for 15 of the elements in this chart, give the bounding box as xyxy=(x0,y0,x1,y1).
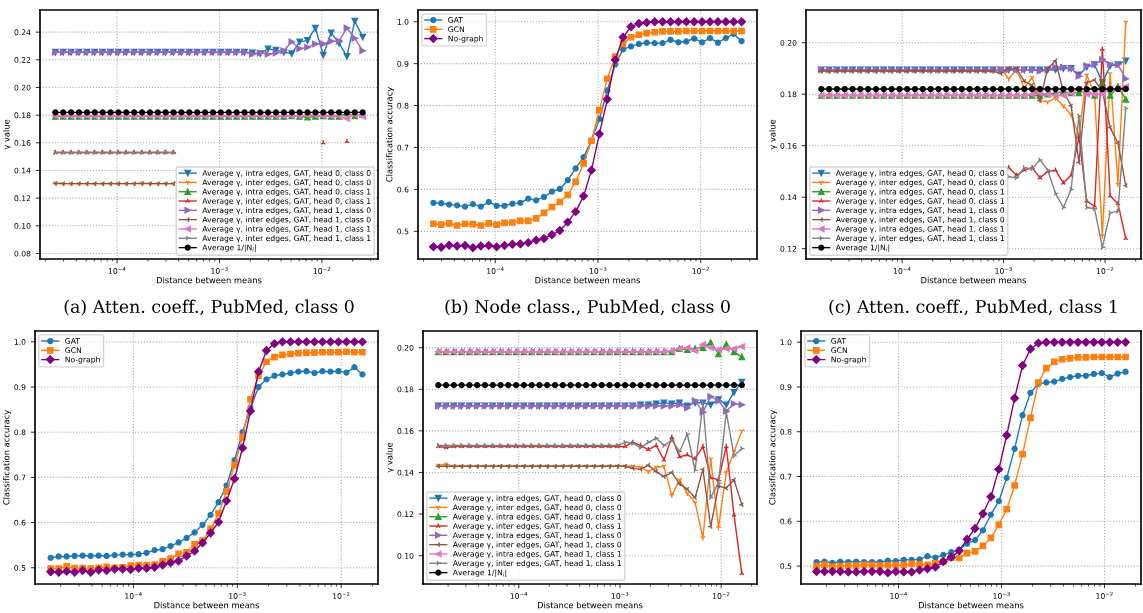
x-axis-title: Distance between means xyxy=(537,601,643,609)
y-axis-title: γ value xyxy=(386,442,395,473)
y-axis-title: Classification accuracy xyxy=(2,410,12,505)
y-axis-title: γ value xyxy=(769,119,778,150)
y-axis-title: Classification accuracy xyxy=(385,87,395,182)
y-axis-title: γ value xyxy=(3,119,12,150)
x-axis-title: Distance between means xyxy=(921,276,1026,284)
text: (a) Atten. coeff., PubMed, class 0 xyxy=(64,299,354,316)
text: (c) Atten. coeff., PubMed, class 1 xyxy=(829,299,1117,316)
text: (b) Node class., PubMed, class 0 xyxy=(445,299,730,316)
x-axis-title: Distance between means xyxy=(154,601,259,609)
x-axis-title: Distance between means xyxy=(535,276,640,284)
x-axis-title: Distance between means xyxy=(156,276,262,284)
y-axis-title: Classification accuracy xyxy=(768,410,778,505)
x-axis-title: Distance between means xyxy=(918,601,1024,609)
